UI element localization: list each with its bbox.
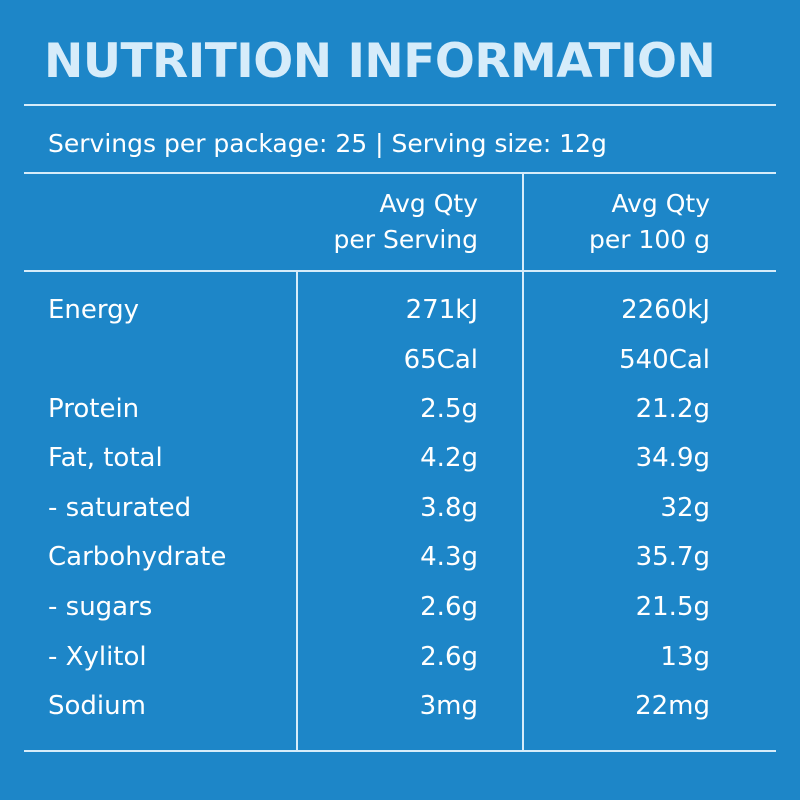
row-value-per-serving: 2.5g (420, 394, 478, 424)
row-label: Carbohydrate (48, 542, 227, 572)
row-value-per-100g: 34.9g (635, 443, 710, 473)
row-value-per-serving: 2.6g (420, 592, 478, 622)
row-value-per-100g: 2260kJ (621, 295, 710, 325)
row-value-per-100g: 21.2g (635, 394, 710, 424)
row-label: Protein (48, 394, 140, 424)
divider-under-title (24, 104, 776, 106)
header-per-100g-line1: Avg Qty (611, 189, 710, 218)
header-per-serving: Avg Qty per Serving (334, 186, 478, 258)
row-label: Energy (48, 295, 140, 325)
header-per-100g: Avg Qty per 100 g (589, 186, 710, 258)
divider-under-servings (24, 172, 776, 174)
row-value-per-100g: 21.5g (635, 592, 710, 622)
row-value-per-100g: 540Cal (619, 345, 710, 375)
row-label: - saturated (48, 493, 192, 523)
row-value-per-serving: 271kJ (405, 295, 478, 325)
row-value-per-serving: 2.6g (420, 642, 478, 672)
divider-under-header (24, 270, 776, 272)
row-label: - Xylitol (48, 642, 147, 672)
row-value-per-serving: 3mg (419, 691, 478, 721)
row-value-per-100g: 22mg (635, 691, 710, 721)
row-value-per-serving: 4.2g (420, 443, 478, 473)
row-value-per-serving: 65Cal (403, 345, 478, 375)
servings-info: Servings per package: 25 | Serving size:… (48, 129, 607, 158)
row-value-per-100g: 35.7g (635, 542, 710, 572)
row-label: Fat, total (48, 443, 163, 473)
header-per-serving-line1: Avg Qty (379, 189, 478, 218)
row-value-per-100g: 32g (660, 493, 710, 523)
row-label: Sodium (48, 691, 146, 721)
row-value-per-serving: 4.3g (420, 542, 478, 572)
panel-title: NUTRITION INFORMATION (44, 34, 716, 89)
row-value-per-serving: 3.8g (420, 493, 478, 523)
divider-bottom (24, 750, 776, 752)
header-per-100g-line2: per 100 g (588, 225, 710, 254)
column-divider-right (522, 172, 524, 752)
row-label: - sugars (48, 592, 153, 622)
row-value-per-100g: 13g (660, 642, 710, 672)
header-per-serving-line2: per Serving (333, 225, 478, 254)
column-divider-left (296, 270, 298, 752)
